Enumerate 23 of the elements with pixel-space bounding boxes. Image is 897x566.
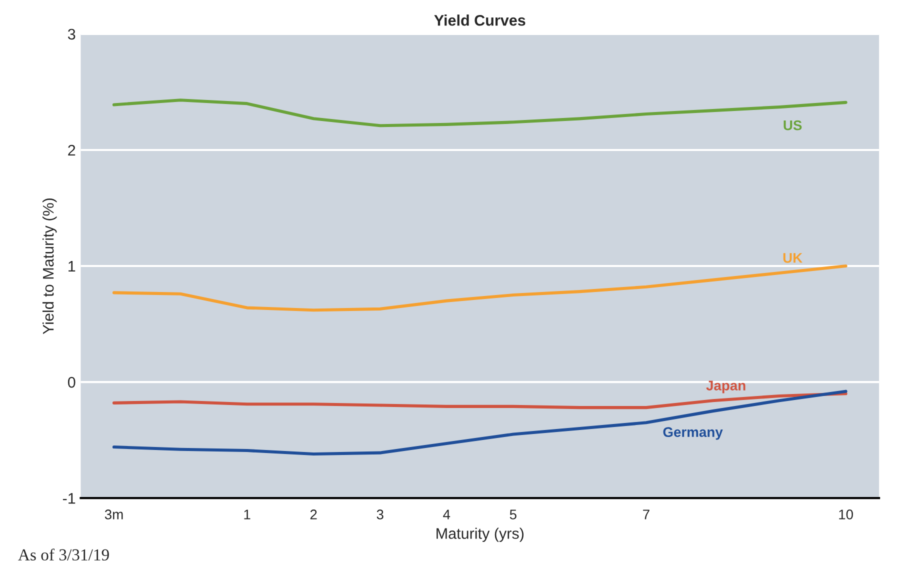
text: As of 3/31/19 [18, 548, 109, 561]
y-tick-label: 3 [68, 28, 76, 40]
y-axis-title: Yield to Maturity (%) [42, 198, 57, 334]
series-label: UK [783, 253, 802, 263]
x-tick-label: 7 [643, 510, 650, 520]
series-label: Japan [706, 380, 746, 394]
x-tick-label: 5 [510, 510, 516, 520]
series-label: Germany [663, 427, 723, 440]
x-tick-label: 3m [104, 510, 123, 520]
y-tick-label: 0 [68, 376, 76, 388]
x-tick-label: 3 [376, 510, 384, 520]
series-label: US [784, 120, 802, 130]
x-tick-label: 4 [443, 510, 450, 520]
x-tick-label: 10 [839, 510, 853, 520]
x-tick-label: 2 [310, 510, 317, 520]
chart-title: Yield Curves [434, 14, 526, 26]
y-tick-label: 2 [68, 144, 76, 156]
line-series [112, 392, 848, 410]
x-axis-title: Maturity (yrs) [436, 528, 524, 542]
y-tick-label: -1 [62, 493, 76, 504]
x-tick-label: 1 [244, 510, 250, 520]
line-series [112, 264, 848, 312]
y-tick-label: 1 [68, 261, 76, 272]
